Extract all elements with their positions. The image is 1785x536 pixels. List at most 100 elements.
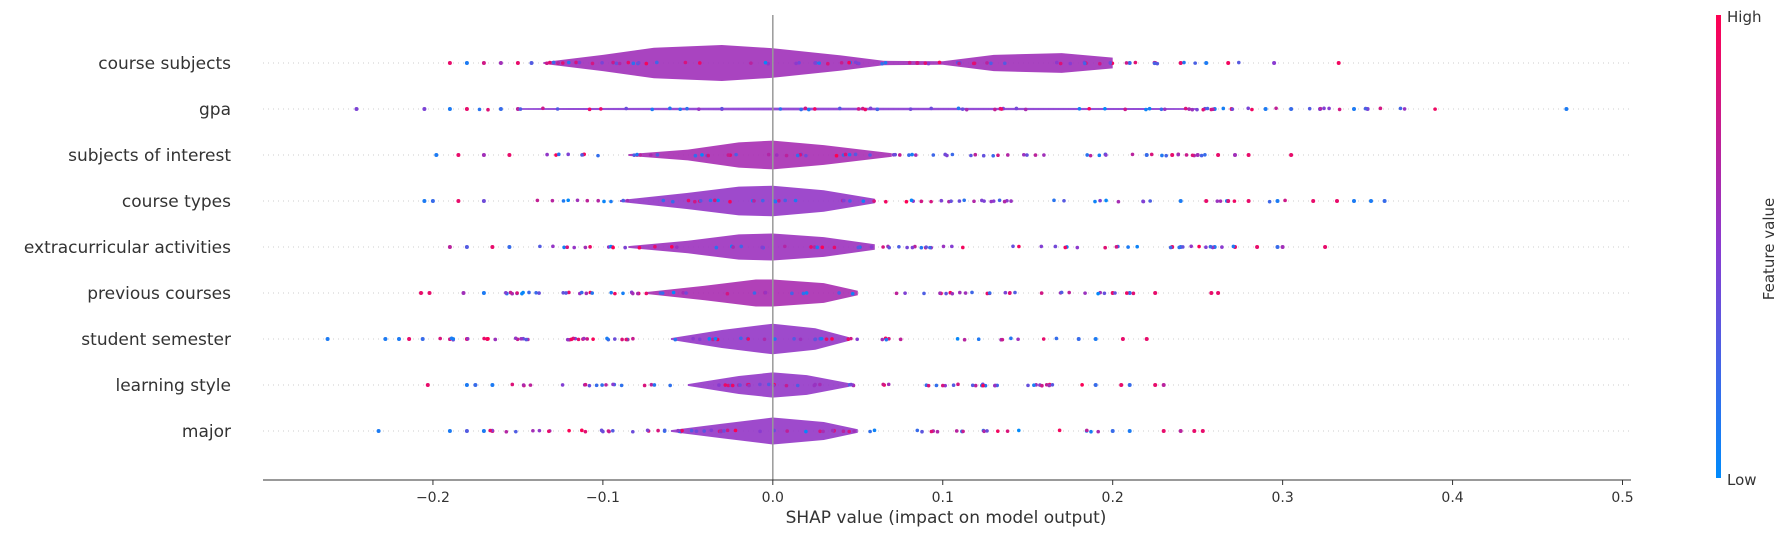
shap-point — [623, 245, 627, 250]
shap-point — [564, 291, 568, 295]
shap-point — [1006, 153, 1010, 157]
shap-point — [818, 382, 822, 387]
shap-point — [572, 245, 576, 250]
shap-point — [818, 429, 822, 434]
shap-point — [987, 291, 992, 295]
shap-point — [1327, 106, 1331, 111]
shap-point — [1042, 153, 1046, 157]
shap-point — [1233, 153, 1237, 157]
shap-point — [725, 428, 730, 433]
feature-label: extracurricular activities — [24, 238, 231, 258]
feature-label: gpa — [199, 100, 231, 120]
shap-point — [848, 199, 852, 203]
feature-violin — [670, 323, 850, 355]
shap-point — [1307, 106, 1312, 111]
shap-point — [1275, 245, 1280, 249]
shap-point — [486, 337, 490, 341]
shap-point — [1077, 106, 1082, 111]
shap-point — [929, 199, 933, 204]
shap-point — [931, 153, 936, 157]
shap-point — [1211, 107, 1215, 112]
shap-point — [631, 429, 635, 434]
shap-point — [1363, 106, 1368, 111]
shap-point — [1176, 152, 1180, 157]
shap-point — [567, 290, 571, 295]
shap-point — [635, 152, 639, 157]
shap-point — [774, 153, 779, 157]
shap-point — [1178, 199, 1183, 203]
shap-point — [915, 61, 920, 65]
shap-point — [752, 291, 757, 295]
shap-point — [1013, 290, 1017, 295]
shap-point — [941, 244, 946, 249]
shap-point — [636, 291, 640, 296]
shap-point — [819, 336, 824, 341]
shap-point — [675, 245, 679, 249]
shap-point — [919, 245, 924, 250]
shap-point — [993, 383, 997, 388]
shap-point — [993, 107, 997, 112]
shap-point — [907, 153, 911, 157]
shap-point — [985, 61, 989, 65]
shap-point — [515, 291, 519, 295]
shap-point — [561, 199, 566, 203]
shap-point — [951, 383, 956, 388]
feature-row: subjects of interest — [68, 140, 1631, 170]
shap-point — [1204, 61, 1209, 65]
shap-point — [1126, 245, 1130, 249]
shap-point — [354, 107, 359, 111]
colorbar-title: Feature value — [1760, 198, 1778, 300]
shap-point — [561, 291, 565, 295]
shap-point — [777, 199, 781, 203]
shap-point — [766, 61, 770, 66]
shap-point — [760, 245, 764, 250]
shap-point — [565, 245, 569, 250]
shap-point — [897, 244, 901, 249]
shap-point — [929, 429, 934, 434]
shap-point — [1075, 245, 1080, 250]
shap-point — [1127, 291, 1132, 295]
shap-point — [1159, 107, 1164, 112]
x-tick-label: −0.1 — [586, 490, 620, 506]
shap-point — [1108, 61, 1113, 65]
shap-point — [626, 60, 631, 65]
shap-point — [567, 60, 571, 65]
shap-point — [1148, 199, 1152, 203]
shap-point — [481, 291, 486, 295]
shap-point — [407, 337, 412, 341]
shap-point — [1193, 61, 1197, 65]
shap-point — [1197, 244, 1201, 249]
shap-point — [758, 382, 762, 387]
shap-point — [907, 60, 912, 65]
shap-point — [481, 429, 486, 433]
shap-point — [1097, 153, 1102, 158]
shap-point — [611, 60, 615, 65]
shap-point — [611, 428, 615, 433]
shap-point — [1352, 107, 1356, 111]
shap-point — [847, 152, 852, 157]
shap-point — [1369, 199, 1373, 203]
shap-point — [853, 60, 858, 65]
shap-point — [507, 245, 512, 249]
shap-point — [1216, 291, 1221, 295]
x-tick-label: −0.2 — [416, 490, 450, 506]
shap-point — [524, 337, 528, 342]
shap-point — [869, 245, 874, 249]
shap-point — [821, 429, 825, 434]
shap-point — [567, 428, 571, 433]
shap-point — [1093, 199, 1097, 204]
shap-point — [1218, 199, 1223, 203]
shap-point — [812, 383, 817, 388]
shap-point — [685, 106, 689, 111]
shap-point — [611, 382, 615, 387]
shap-point — [856, 107, 861, 111]
shap-point — [707, 337, 712, 341]
shap-point — [1088, 153, 1093, 158]
shap-point — [980, 198, 984, 203]
shap-point — [631, 336, 635, 341]
feature-label: student semester — [81, 330, 231, 350]
shap-point — [1011, 244, 1015, 249]
shap-point — [1103, 245, 1107, 250]
shap-point — [944, 291, 948, 296]
shap-point — [747, 383, 751, 388]
